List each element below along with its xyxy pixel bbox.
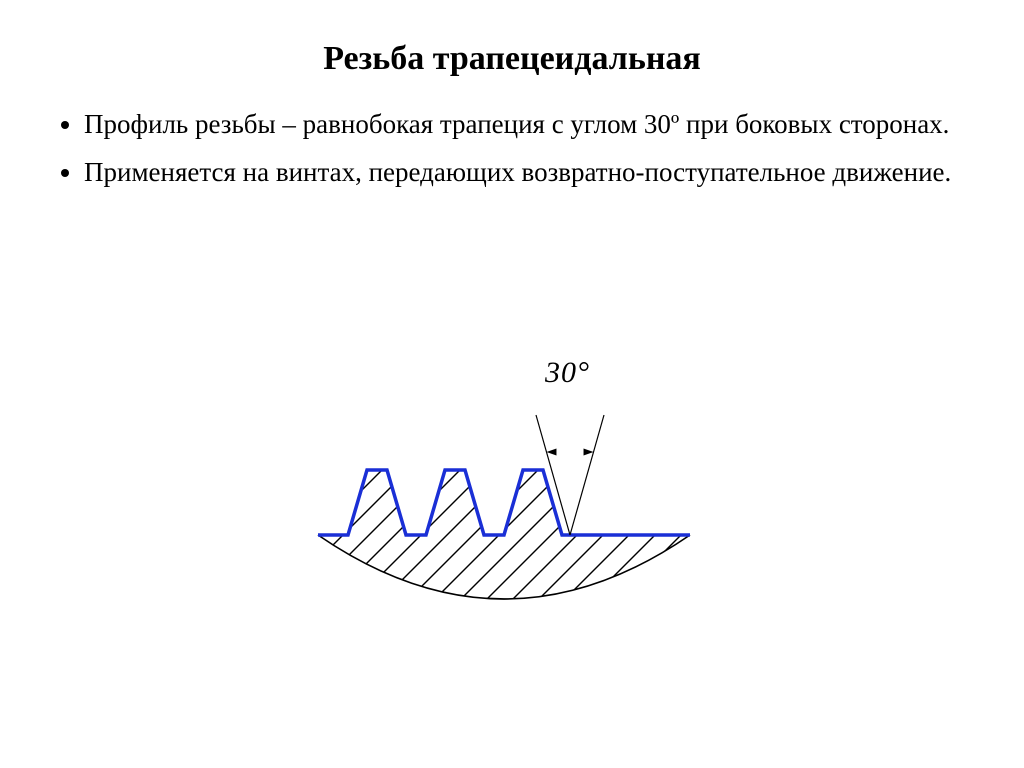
bullet-list: Профиль резьбы – равнобокая трапеция с у… — [84, 106, 964, 191]
thread-svg — [280, 370, 740, 650]
thread-profile-diagram: 30° — [280, 370, 740, 650]
page-title: Резьба трапецеидальная — [60, 40, 964, 78]
bullet-item: Профиль резьбы – равнобокая трапеция с у… — [84, 106, 964, 142]
slide: Резьба трапецеидальная Профиль резьбы – … — [0, 0, 1024, 768]
angle-label: 30° — [545, 356, 590, 390]
bullet-item: Применяется на винтах, передающих возвра… — [84, 154, 964, 190]
